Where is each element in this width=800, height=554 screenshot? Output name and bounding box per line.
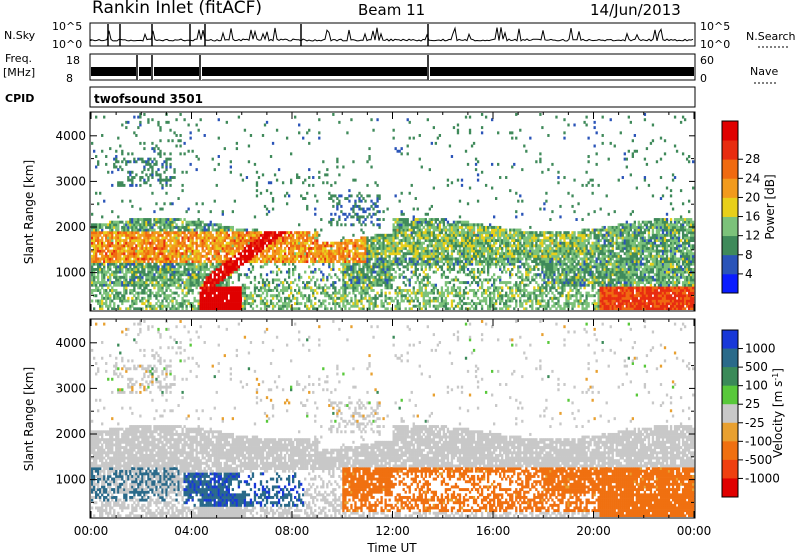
nsky-trace: [90, 24, 694, 46]
colorbar-swatch: [722, 121, 738, 141]
date-title: 14/Jun/2013: [590, 1, 681, 19]
nave-band: [91, 67, 694, 76]
power-colorbar: 4 8 12 16 20 24 28 Power [dB]: [721, 120, 777, 294]
x-tick-label: 20:00: [576, 524, 611, 538]
colorbar-tick-label: -1000: [745, 471, 780, 485]
freq-label: Freq.: [5, 52, 32, 65]
nave-label: Nave: [750, 65, 778, 78]
colorbar-tick-label: -100: [745, 434, 772, 448]
nsky-panel: N.Sky 10^5 10^0 10^5 10^0 N.Search: [4, 20, 796, 51]
station-title: Rankin Inlet (fitACF): [92, 0, 262, 18]
colorbar-swatch: [722, 197, 738, 217]
colorbar-tick-label: 500: [745, 360, 768, 374]
freq-unit: [MHz]: [3, 66, 35, 79]
colorbar-swatch: [722, 273, 738, 294]
x-tick-label: 00:00: [677, 524, 712, 538]
y-tick-label: 1000: [55, 266, 86, 280]
colorbar-swatch: [722, 385, 738, 405]
velocity-cb-label: Velocity [m s-1]: [771, 368, 785, 458]
colorbar-tick-label: 100: [745, 379, 768, 393]
nsearch-tick-top: 10^5: [700, 20, 730, 33]
x-tick-label: 12:00: [375, 524, 410, 538]
power-heatmap: [91, 113, 695, 310]
x-tick-label: 00:00: [74, 524, 109, 538]
colorbar-swatch: [722, 140, 738, 160]
y-tick-label: 1000: [55, 473, 86, 487]
colorbar-swatch: [722, 404, 738, 424]
nsky-label: N.Sky: [4, 29, 36, 42]
colorbar-tick-label: 4: [745, 267, 753, 281]
colorbar-swatch: [722, 235, 738, 256]
y-tick-label: 2000: [55, 427, 86, 441]
colorbar-swatch: [722, 348, 738, 368]
x-tick-label: 08:00: [275, 524, 310, 538]
colorbar-swatch: [722, 478, 738, 498]
velocity-colorbar: 1000 500 100 25 -25 -100 -500 -1000 Velocity [m…: [721, 329, 785, 498]
colorbar-swatch: [722, 254, 738, 275]
colorbar-tick-label: 12: [745, 229, 760, 243]
y-tick-label: 3000: [55, 174, 86, 188]
nsearch-tick-bottom: 10^0: [700, 38, 730, 51]
colorbar-swatch: [722, 178, 738, 198]
power-cb-label: Power [dB]: [763, 174, 777, 239]
colorbar-swatch: [722, 367, 738, 387]
freq-tick-top: 18: [66, 54, 80, 67]
colorbar-swatch: [722, 159, 738, 179]
colorbar-tick-label: 8: [745, 248, 753, 262]
x-axis-title: Time UT: [366, 541, 417, 554]
colorbar-swatch: [722, 422, 738, 442]
velocity-panel: 1000 2000 3000 4000 Slant Range [km]: [22, 318, 696, 519]
colorbar-tick-label: -25: [745, 416, 765, 430]
power-ylabel: Slant Range [km]: [22, 160, 36, 264]
power-panel: 1000 2000 3000 4000 Slant Range [km]: [22, 111, 696, 312]
x-tick-labels: 00:00 04:00 08:00 12:00 16:00 20:00 00:00: [74, 524, 712, 538]
power-axes: 1000 2000 3000 4000: [55, 112, 695, 311]
colorbar-tick-label: -500: [745, 453, 772, 467]
freq-tick-bottom: 8: [66, 72, 73, 85]
y-tick-label: 4000: [55, 336, 86, 350]
freq-panel: Freq. [MHz] 18 8 60 0 Nave: [3, 52, 778, 85]
colorbar-tick-label: 25: [745, 397, 760, 411]
beam-title: Beam 11: [358, 1, 425, 19]
velocity-axes: 1000 2000 3000 4000: [55, 319, 695, 518]
y-tick-label: 4000: [55, 129, 86, 143]
nave-tick-top: 60: [700, 54, 714, 67]
cpid-label: CPID: [5, 92, 34, 105]
nsky-tick-top: 10^5: [52, 20, 82, 33]
y-tick-label: 2000: [55, 220, 86, 234]
y-tick-label: 3000: [55, 381, 86, 395]
freq-trace: [136, 55, 430, 80]
x-tick-label: 16:00: [476, 524, 511, 538]
colorbar-tick-label: 20: [745, 190, 760, 204]
nsearch-label: N.Search: [746, 30, 796, 43]
nsky-tick-bottom: 10^0: [52, 38, 82, 51]
colorbar-swatch: [722, 216, 738, 237]
x-tick-label: 04:00: [174, 524, 209, 538]
colorbar-tick-label: 16: [745, 210, 760, 224]
colorbar-tick-label: 1000: [745, 342, 776, 356]
colorbar-swatch: [722, 330, 738, 349]
colorbar-swatch: [722, 441, 738, 461]
colorbar-swatch: [722, 459, 738, 479]
colorbar-tick-label: 24: [745, 171, 760, 185]
velocity-heatmap: [91, 320, 695, 517]
cpid-value: twofsound 3501: [94, 92, 203, 106]
nave-tick-bottom: 0: [700, 72, 707, 85]
velocity-ylabel: Slant Range [km]: [22, 367, 36, 471]
colorbar-tick-label: 28: [745, 152, 760, 166]
cpid-panel: CPID twofsound 3501: [5, 86, 696, 108]
